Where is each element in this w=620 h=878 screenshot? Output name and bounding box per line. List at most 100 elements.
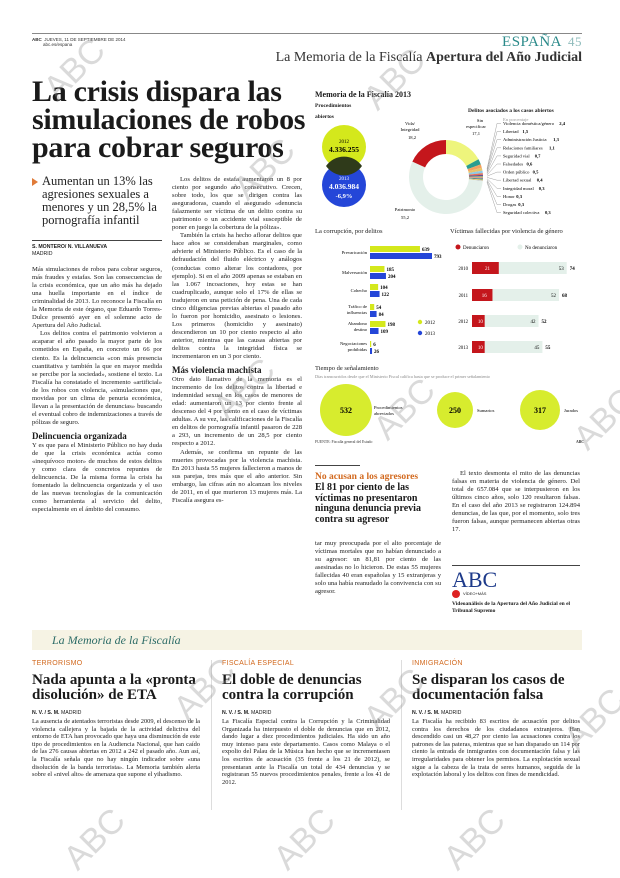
small-category-label: Drogas (503, 202, 516, 207)
bar-value: 84 (379, 313, 385, 318)
bottom-location: MADRID (60, 710, 82, 716)
bar-denunciaron (472, 341, 485, 353)
bottom-text: La Fiscalía ha recibido 83 escritos de a… (412, 718, 580, 779)
leader-line (486, 147, 498, 173)
leader-line (486, 179, 498, 197)
legend-label: 2013 (425, 332, 436, 337)
article-column-2: Los delitos de estafa aumentaron un 8 po… (172, 176, 302, 505)
bottom-article: TERRORISMO Nada apunta a la «pronta diso… (32, 660, 200, 779)
section-band: La Memoria de la Fiscalía (32, 630, 582, 650)
bar-value: 45 (534, 346, 540, 351)
abc-logo[interactable]: ABC (452, 567, 498, 592)
small-category-value: 1,3 (553, 137, 559, 142)
leader-line (486, 131, 498, 171)
watermark: ABC (56, 800, 133, 878)
time-title: Tiempo de señalamiento (315, 365, 379, 372)
video-link[interactable]: Videoanálisis de la Apertura del Año Jud… (452, 601, 571, 614)
bar-no-denunciaron (492, 289, 560, 301)
bar-category-label: influencias (347, 310, 367, 315)
small-category-label: Relaciones familiares (503, 145, 543, 150)
bar-value: 52 (551, 294, 557, 299)
small-category-value: 0,7 (535, 153, 541, 158)
small-category-value: 1,5 (522, 129, 528, 134)
article-column-1: Más simulaciones de robos para cobrar se… (32, 266, 162, 514)
small-category-label: Seguridad vial (503, 153, 530, 158)
byline: S. MONTERO/ N. VILLANUEVA MADRID (32, 244, 107, 258)
kicker-a: La Memoria de la Fiscalía (275, 50, 423, 65)
headline: La crisis dispara las simulaciones de ro… (32, 75, 306, 164)
section-heading: Delincuencia organizada (32, 430, 127, 441)
bar-value: 104 (380, 286, 388, 291)
small-category-label: Integridad moral (503, 186, 534, 191)
bar-value: 10 (478, 346, 484, 351)
donut-segment-small (467, 164, 482, 172)
time-value: 250 (449, 406, 461, 415)
folio-brand: ABC (32, 37, 42, 42)
bar-value: 122 (382, 293, 390, 298)
bottom-headline: Se disparan los casos de documentación f… (412, 672, 565, 703)
victims-year: 2010 (458, 267, 468, 272)
bar-value: 10 (478, 320, 484, 325)
paragraph: También la crisis ha hecho aflorar delit… (172, 232, 302, 361)
bottom-location: MADRID (250, 710, 272, 716)
bar-value: 16 (482, 294, 488, 299)
time-value: 532 (340, 406, 352, 415)
infographic-graphics: 20124.336.25520134.036.984-6,9%Vida/Inte… (320, 118, 578, 436)
venn-title-text: Procedimientos abiertos (315, 103, 352, 120)
bottom-article: FISCALÍA ESPECIAL El doble de denuncias … (222, 660, 390, 786)
legend-swatch (517, 244, 523, 250)
small-category-value: 0,6 (527, 162, 533, 167)
bar-value: 793 (434, 255, 442, 260)
bottom-byline: N. V. / S. M. (412, 710, 440, 716)
donut-label: especificar (466, 124, 486, 129)
band-title: La Memoria de la Fiscalía (52, 633, 181, 647)
bar-value: 26 (374, 350, 380, 355)
small-category-label: Honor (503, 194, 515, 199)
bar-category-label: Malversación (342, 270, 368, 275)
folio-date: JUEVES, 11 DE SEPTIEMBRE DE 2014 (44, 37, 126, 42)
leader-line (486, 177, 498, 181)
play-icon (452, 590, 460, 598)
legend-swatch (417, 319, 423, 325)
header-rule (32, 33, 582, 34)
bottom-byline: N. V. / S. M. (222, 710, 250, 716)
bar-value: 6 (373, 343, 376, 348)
page-kicker: La Memoria de la Fiscalía Apertura del A… (276, 50, 582, 66)
bottom-headline: Nada apunta a la «pronta disolución» de … (32, 672, 196, 703)
donut-segment-small (468, 174, 483, 177)
box-kicker: No acusan a los agresores (315, 472, 419, 482)
time-bubble (520, 390, 560, 430)
victims-title: Víctimas fallecidas por violencia de gén… (450, 228, 563, 235)
leader-line (486, 123, 498, 170)
credit: ABC (576, 440, 585, 444)
bar-value: 109 (381, 330, 389, 335)
small-category-value: 0,4 (537, 178, 543, 183)
bar-total: 55 (545, 346, 551, 351)
bar-value: 204 (388, 275, 396, 280)
bar-2013 (370, 273, 386, 279)
small-category-value: 2,4 (559, 121, 565, 126)
video-badge[interactable]: VÍDEO+MÁS (452, 590, 486, 598)
infographic-title-text: Memoria de la Fiscalía 2013 (315, 90, 411, 99)
donut-segment-small (468, 177, 483, 179)
bar-value: 185 (386, 268, 394, 273)
venn-overlap (326, 156, 362, 176)
bar-2013 (370, 291, 380, 297)
legend-swatch (455, 244, 461, 250)
bar-title: La corrupción, por delitos (315, 228, 383, 235)
watermark: ABC (266, 800, 343, 878)
leader-line (486, 182, 498, 213)
bar-denunciaron (472, 315, 485, 327)
pie-title-text: Delitos asociados a los casos abiertos (468, 108, 554, 114)
article-column-4: El texto desmonta el mito de las denunci… (452, 470, 580, 534)
donut-segment-patrimonio (409, 161, 483, 214)
paragraph: El texto desmonta el mito de las denunci… (452, 470, 580, 534)
bar-category-label: prohibidas (348, 347, 368, 352)
small-category-value: 0,5 (533, 170, 539, 175)
bar-category-label: Cohecho (351, 288, 368, 293)
donut-label: Vida/ (405, 121, 416, 126)
bar-2012 (370, 321, 386, 327)
bar-2012 (370, 266, 385, 272)
small-category-label: Libertad sexual (503, 178, 532, 183)
pie-title: Delitos asociados a los casos abiertos En… (468, 99, 554, 122)
